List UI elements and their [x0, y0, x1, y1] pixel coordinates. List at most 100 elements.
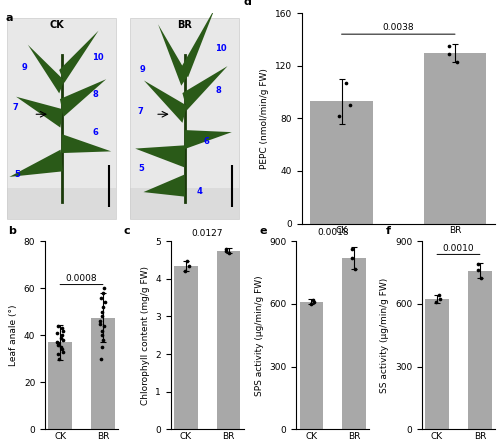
Point [58, 346, 66, 353]
Point [54, 322, 62, 329]
Point [98, 308, 106, 316]
Text: 7: 7 [138, 107, 143, 116]
Polygon shape [184, 130, 232, 149]
Polygon shape [28, 45, 64, 93]
Bar [91, 318, 114, 429]
Point [309, 296, 317, 304]
Point [96, 320, 104, 327]
Text: 0.0008: 0.0008 [66, 274, 98, 283]
Text: CK: CK [50, 20, 64, 30]
Point [445, 51, 453, 58]
Bar [468, 270, 491, 429]
Point [98, 313, 106, 320]
Point [432, 299, 440, 306]
Bar [310, 101, 373, 224]
Point [348, 254, 356, 261]
Text: b: b [8, 226, 16, 236]
Point [99, 336, 107, 343]
Polygon shape [158, 24, 188, 86]
Point [53, 329, 61, 337]
Text: d: d [244, 0, 252, 7]
Y-axis label: Leaf anale (°): Leaf anale (°) [9, 304, 18, 366]
Point [476, 274, 484, 282]
FancyBboxPatch shape [8, 188, 116, 219]
Point [100, 285, 108, 292]
Point [98, 343, 106, 350]
Polygon shape [10, 150, 63, 177]
Point [184, 257, 192, 265]
Point [54, 350, 62, 358]
Polygon shape [62, 134, 111, 153]
Point [351, 266, 359, 273]
Text: BR: BR [177, 20, 192, 30]
Point [336, 112, 344, 119]
Point [453, 59, 461, 66]
Point [222, 245, 230, 252]
Y-axis label: Chlorophyll content (mg/g FW): Chlorophyll content (mg/g FW) [140, 266, 149, 405]
Bar [217, 251, 240, 429]
Polygon shape [16, 97, 63, 127]
Point [226, 250, 234, 257]
Polygon shape [182, 8, 215, 77]
Text: 0.0038: 0.0038 [382, 23, 414, 32]
Bar [424, 53, 486, 224]
Text: a: a [5, 13, 12, 23]
Point [474, 260, 482, 267]
Point [98, 327, 106, 334]
Text: 9: 9 [22, 63, 28, 72]
Bar [342, 258, 366, 429]
Polygon shape [144, 80, 187, 123]
Point [54, 340, 62, 347]
Point [434, 291, 442, 299]
Point [55, 355, 63, 362]
Text: 5: 5 [14, 170, 20, 179]
Polygon shape [144, 175, 185, 197]
Text: 6: 6 [204, 137, 210, 146]
Point [98, 304, 106, 311]
FancyBboxPatch shape [130, 188, 239, 219]
Bar [48, 342, 72, 429]
Point [58, 325, 66, 332]
Point [53, 339, 61, 346]
Text: 0.0127: 0.0127 [192, 229, 223, 238]
Point [474, 266, 482, 274]
Polygon shape [60, 79, 106, 117]
Text: 9: 9 [140, 65, 145, 74]
Point [346, 102, 354, 109]
Bar [300, 302, 323, 429]
Text: 0.0018: 0.0018 [317, 228, 348, 237]
Text: 8: 8 [216, 86, 221, 95]
Y-axis label: SS activity (µg/min/g FW): SS activity (µg/min/g FW) [380, 278, 390, 393]
Point [54, 341, 62, 348]
Point [100, 322, 108, 329]
Polygon shape [135, 145, 185, 167]
Point [97, 294, 105, 301]
Point [97, 355, 105, 362]
Text: 5: 5 [138, 164, 144, 173]
Bar [174, 266, 198, 429]
Point [58, 332, 66, 339]
Point [96, 317, 104, 325]
Point [59, 348, 67, 355]
Y-axis label: SPS activity (µg/min/g FW): SPS activity (µg/min/g FW) [255, 275, 264, 396]
FancyBboxPatch shape [130, 17, 239, 219]
Text: e: e [260, 226, 268, 236]
Text: 8: 8 [92, 90, 98, 99]
Point [185, 262, 193, 270]
Point [99, 290, 107, 297]
Bar [426, 299, 449, 429]
Point [348, 246, 356, 253]
Point [436, 295, 444, 302]
FancyBboxPatch shape [8, 17, 116, 219]
Point [60, 327, 68, 334]
Text: 0.0010: 0.0010 [442, 244, 474, 253]
Y-axis label: PEPC (nmol/min/g FW): PEPC (nmol/min/g FW) [260, 68, 269, 169]
Point [101, 299, 109, 306]
Polygon shape [182, 66, 228, 110]
Point [98, 332, 106, 339]
Point [342, 80, 350, 87]
Point [445, 42, 453, 50]
Text: 6: 6 [92, 128, 98, 137]
Text: f: f [386, 226, 390, 236]
Point [310, 298, 318, 305]
